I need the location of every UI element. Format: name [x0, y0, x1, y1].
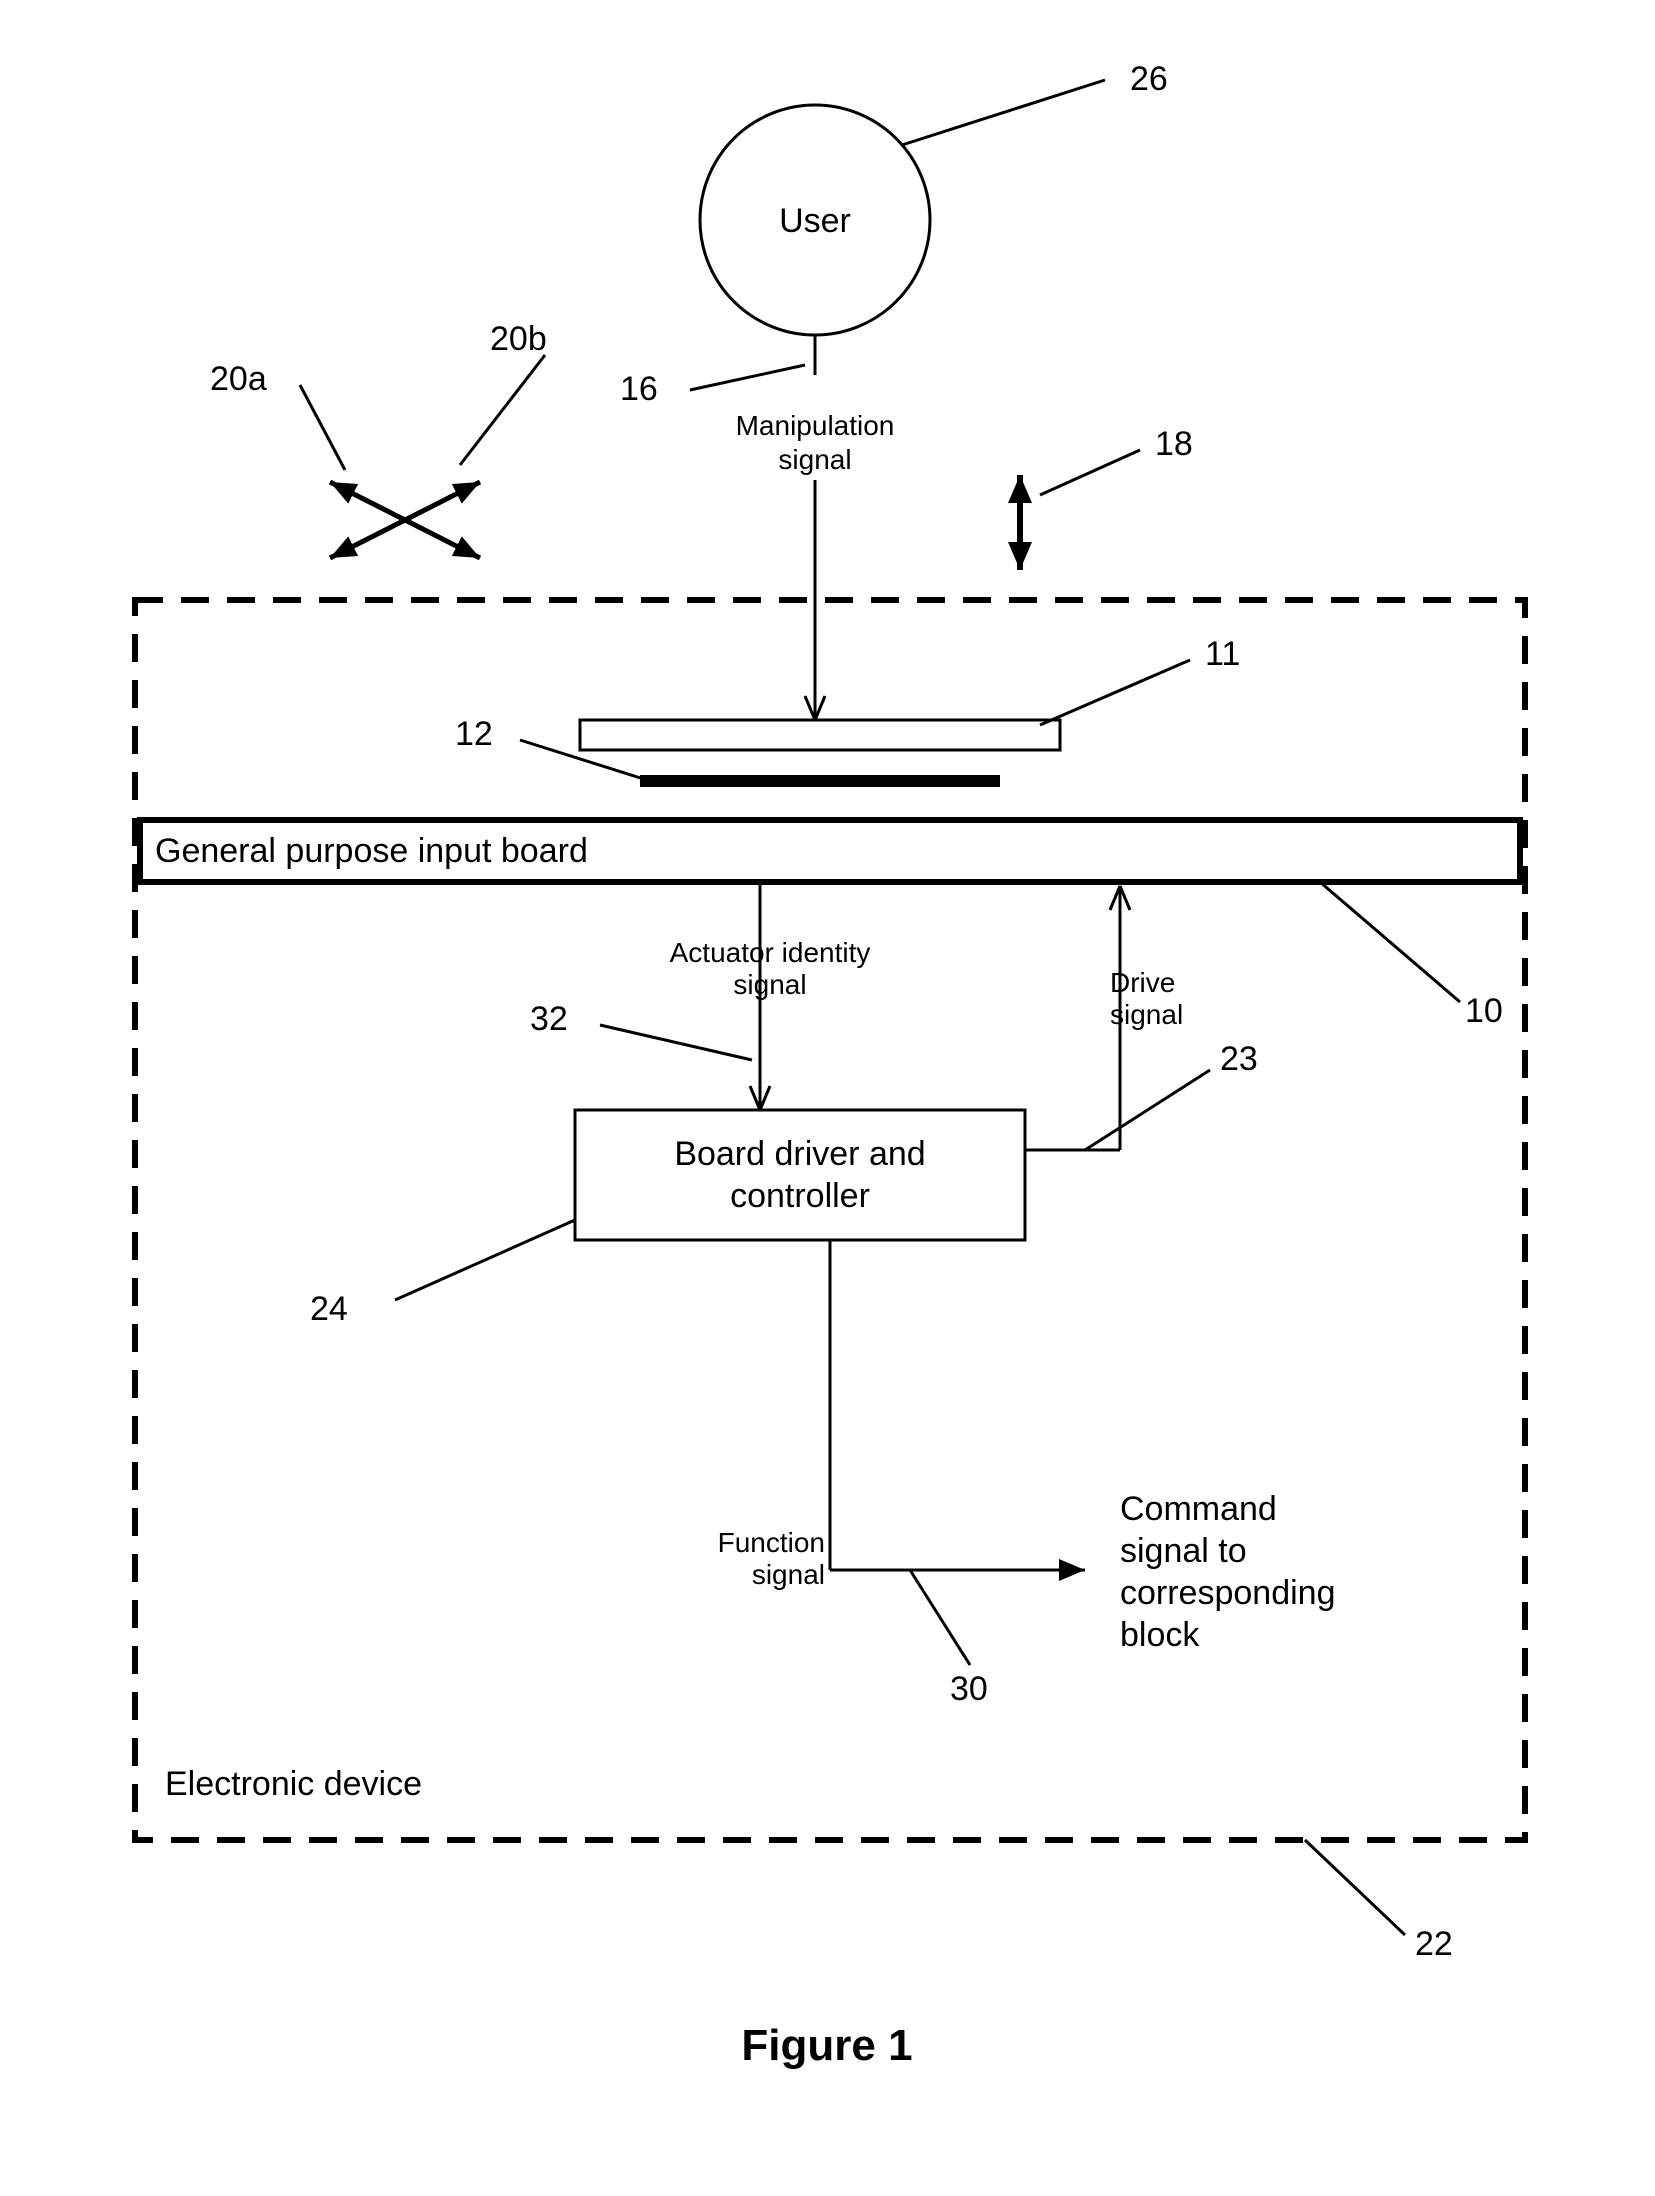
controller-label: Board driver and [674, 1135, 925, 1173]
drive-label: signal [1110, 999, 1183, 1030]
ref-32: 32 [530, 1000, 568, 1038]
ref-24: 24 [310, 1290, 348, 1328]
ref-10: 10 [1465, 992, 1503, 1030]
leader-12 [520, 740, 650, 781]
ref-20a: 20a [210, 360, 267, 398]
leader-10 [1320, 882, 1460, 1002]
element-11 [580, 720, 1060, 750]
ref-12: 12 [455, 715, 493, 753]
leader-20a [300, 385, 345, 470]
user-label: User [779, 202, 851, 240]
function-label: Function [718, 1527, 825, 1558]
ref-23: 23 [1220, 1040, 1258, 1078]
leader-16 [690, 365, 805, 390]
leader-24 [395, 1220, 575, 1300]
ref-18: 18 [1155, 425, 1193, 463]
drive-label: Drive [1110, 967, 1175, 998]
leader-22 [1305, 1840, 1405, 1935]
command-label: signal to [1120, 1532, 1247, 1570]
controller-box [575, 1110, 1025, 1240]
ref-30: 30 [950, 1670, 988, 1708]
leader-32 [600, 1025, 752, 1060]
ref-20b: 20b [490, 320, 547, 358]
function-label: signal [752, 1559, 825, 1590]
ref-11: 11 [1205, 635, 1240, 673]
element-12 [640, 775, 1000, 787]
actuator-label: signal [733, 969, 806, 1000]
leader-11 [1040, 660, 1190, 725]
device-label: Electronic device [165, 1765, 422, 1803]
leader-23 [1085, 1070, 1210, 1150]
leader-26 [901, 80, 1105, 145]
manipulation-label: Manipulation [736, 410, 895, 441]
leader-18 [1040, 450, 1140, 495]
ref-22: 22 [1415, 1925, 1453, 1963]
ref-16: 16 [620, 370, 658, 408]
leader-20b [460, 355, 545, 465]
command-label: corresponding [1120, 1574, 1335, 1612]
command-label: block [1120, 1616, 1200, 1654]
figure-title: Figure 1 [741, 2021, 912, 2070]
ref-26: 26 [1130, 60, 1168, 98]
input-board-label: General purpose input board [155, 832, 588, 870]
command-label: Command [1120, 1490, 1277, 1528]
leader-30 [910, 1570, 970, 1665]
controller-label: controller [730, 1177, 870, 1215]
actuator-label: Actuator identity [670, 937, 871, 968]
manipulation-label: signal [778, 444, 851, 475]
